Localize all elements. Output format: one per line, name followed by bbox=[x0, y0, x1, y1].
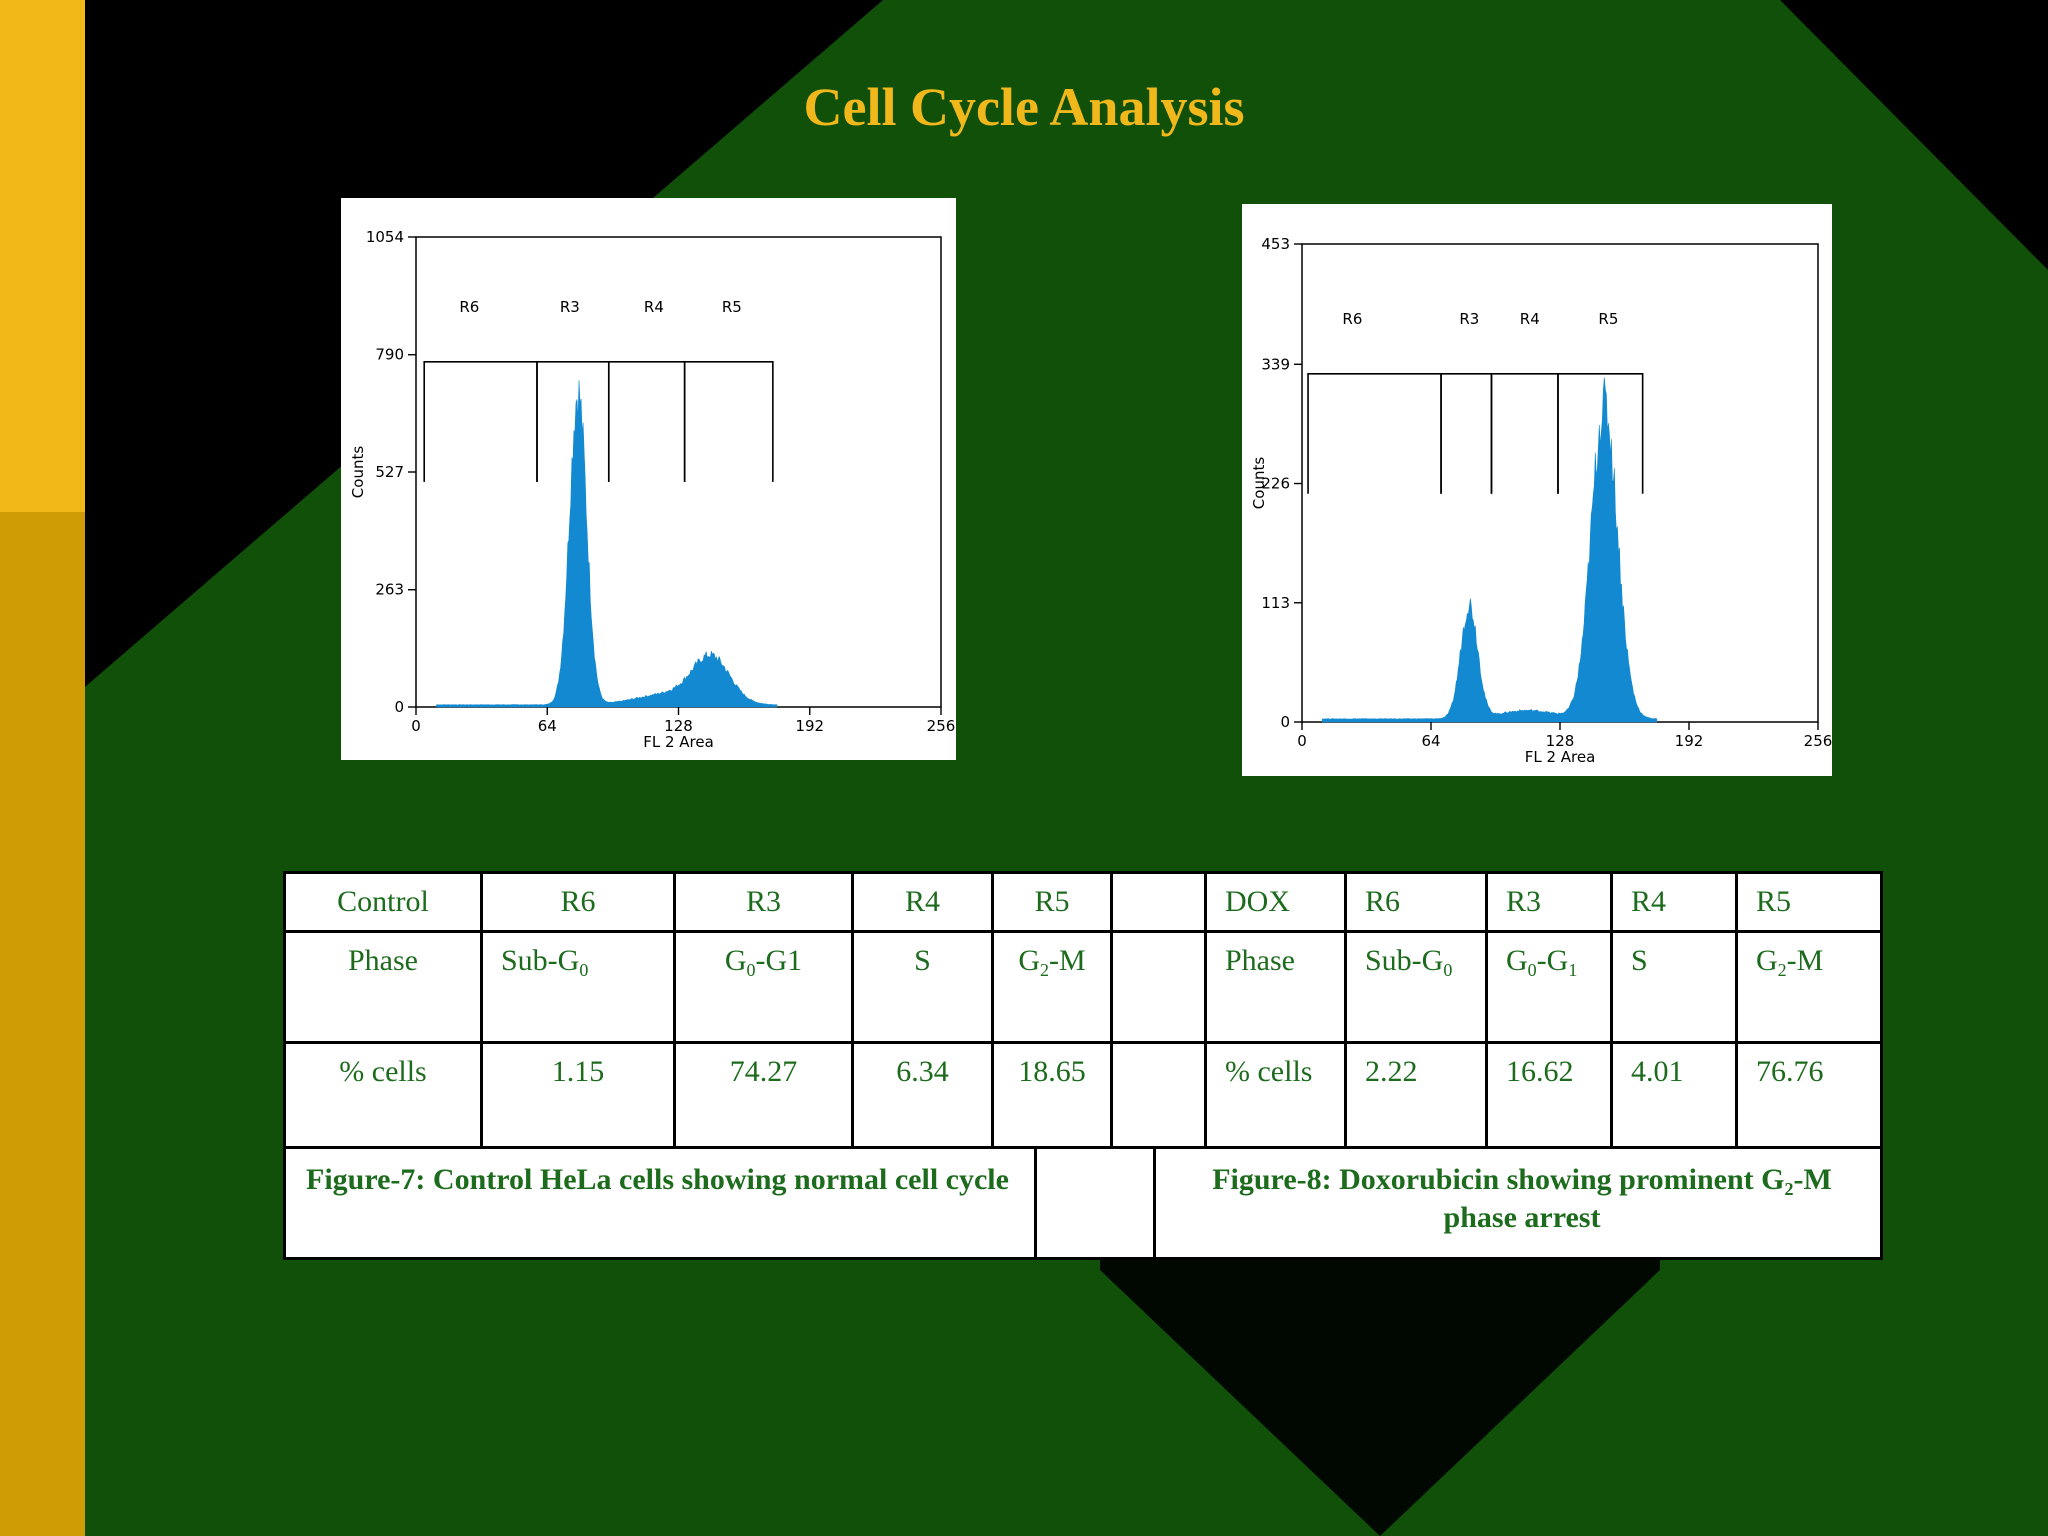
x-axis-label: FL 2 Area bbox=[643, 733, 714, 751]
y-tick-label: 0 bbox=[394, 698, 404, 716]
y-tick-label: 113 bbox=[1261, 594, 1290, 612]
header-dox-r3: R3 bbox=[1485, 871, 1613, 933]
phase-control-r6: Sub-G0 bbox=[480, 930, 676, 1044]
header-dox: DOX bbox=[1204, 871, 1347, 933]
y-tick-label: 226 bbox=[1261, 475, 1290, 493]
x-tick-label: 128 bbox=[1546, 732, 1575, 750]
caption-spacer bbox=[1034, 1146, 1156, 1260]
plot-frame bbox=[1301, 243, 1819, 723]
region-label-r6: R6 bbox=[459, 298, 479, 316]
region-bracket-r5 bbox=[1557, 372, 1644, 494]
header-spacer bbox=[1111, 871, 1206, 933]
x-tick-label: 64 bbox=[538, 717, 557, 735]
cells-control-r5: 18.65 bbox=[991, 1041, 1113, 1155]
x-tick-label: 256 bbox=[1804, 732, 1832, 750]
y-tick-label: 0 bbox=[1280, 713, 1290, 731]
x-tick-label: 192 bbox=[795, 717, 824, 735]
table-header-row: Control R6 R3 R4 R5 DOX R6 R3 R4 R5 bbox=[283, 871, 1883, 933]
bg-black-triangle-top bbox=[1780, 0, 2048, 270]
x-tick-label: 128 bbox=[664, 717, 693, 735]
caption-figure-7: Figure-7: Control HeLa cells showing nor… bbox=[283, 1146, 1037, 1260]
header-control-r4: R4 bbox=[851, 871, 994, 933]
phase-control-r5: G2-M bbox=[991, 930, 1113, 1044]
control-histogram-panel: 0 263 527 790 1054 0 64 128 192 256 FL 2 Area Count… bbox=[341, 198, 956, 760]
header-control-r5: R5 bbox=[991, 871, 1113, 933]
cells-label-dox: % cells bbox=[1204, 1041, 1347, 1155]
x-tick-label: 64 bbox=[1421, 732, 1440, 750]
header-dox-r5: R5 bbox=[1735, 871, 1883, 933]
region-bracket-r4 bbox=[1490, 372, 1559, 494]
header-control-r3: R3 bbox=[673, 871, 854, 933]
sidebar-top bbox=[0, 0, 85, 512]
figure-captions: Figure-7: Control HeLa cells showing nor… bbox=[283, 1146, 1883, 1260]
x-tick-label: 0 bbox=[1297, 732, 1307, 750]
cells-label-control: % cells bbox=[283, 1041, 483, 1155]
header-control: Control bbox=[283, 871, 483, 933]
plot-frame bbox=[415, 236, 942, 708]
bg-black-diamond-bottom bbox=[1100, 1180, 1660, 1536]
cells-dox-r4: 4.01 bbox=[1610, 1041, 1738, 1155]
y-axis-label: Counts bbox=[1250, 457, 1268, 510]
phase-dox-r3: G0-G1 bbox=[1485, 930, 1613, 1044]
control-histogram-chart: 0 263 527 790 1054 0 64 128 192 256 FL 2 Area Count… bbox=[349, 228, 956, 751]
region-label-r3: R3 bbox=[560, 298, 580, 316]
phase-label-dox: Phase bbox=[1204, 930, 1347, 1044]
y-axis-label: Counts bbox=[349, 446, 367, 499]
region-label-r5: R5 bbox=[1598, 310, 1618, 328]
phase-dox-r6: Sub-G0 bbox=[1344, 930, 1488, 1044]
region-label-r6: R6 bbox=[1342, 310, 1362, 328]
y-tick-label: 790 bbox=[375, 346, 404, 364]
region-bracket-r5 bbox=[683, 361, 774, 482]
phase-label-control: Phase bbox=[283, 930, 483, 1044]
slide-title: Cell Cycle Analysis bbox=[803, 77, 1245, 137]
cells-spacer bbox=[1111, 1041, 1206, 1155]
cells-control-r3: 74.27 bbox=[673, 1041, 854, 1155]
caption-figure-8: Figure-8: Doxorubicin showing prominent … bbox=[1153, 1146, 1883, 1260]
x-tick-label: 256 bbox=[927, 717, 956, 735]
y-tick-label: 339 bbox=[1261, 355, 1290, 373]
y-tick-label: 263 bbox=[375, 581, 404, 599]
cells-dox-r5: 76.76 bbox=[1735, 1041, 1883, 1155]
y-tick-label: 527 bbox=[375, 463, 404, 481]
region-bracket-r6 bbox=[423, 361, 538, 482]
cell-cycle-table: Control R6 R3 R4 R5 DOX R6 R3 R4 R5 Phas… bbox=[283, 871, 1883, 1155]
region-bracket-r6 bbox=[1307, 372, 1442, 494]
phase-spacer bbox=[1111, 930, 1206, 1044]
table-phase-row: Phase Sub-G0 G0-G1 S G2-M Phase Sub-G0 G… bbox=[283, 930, 1883, 1044]
region-label-r4: R4 bbox=[1520, 310, 1540, 328]
phase-dox-r4: S bbox=[1610, 930, 1738, 1044]
x-tick-label: 0 bbox=[411, 717, 421, 735]
histogram-area bbox=[1321, 377, 1658, 723]
phase-dox-r5: G2-M bbox=[1735, 930, 1883, 1044]
phase-control-r3: G0-G1 bbox=[673, 930, 854, 1044]
header-control-r6: R6 bbox=[480, 871, 676, 933]
histogram-area bbox=[436, 380, 778, 708]
region-label-r3: R3 bbox=[1459, 310, 1479, 328]
phase-control-r4: S bbox=[851, 930, 994, 1044]
cells-control-r4: 6.34 bbox=[851, 1041, 994, 1155]
x-tick-label: 192 bbox=[1675, 732, 1704, 750]
x-axis-label: FL 2 Area bbox=[1525, 748, 1596, 766]
region-label-r5: R5 bbox=[722, 298, 742, 316]
header-dox-r4: R4 bbox=[1610, 871, 1738, 933]
y-tick-label: 453 bbox=[1261, 235, 1290, 253]
dox-histogram-panel: 0 113 226 339 453 0 64 128 192 256 FL 2 Area Counts… bbox=[1242, 204, 1832, 776]
cells-dox-r6: 2.22 bbox=[1344, 1041, 1488, 1155]
sidebar-bottom bbox=[0, 512, 85, 1536]
y-tick-label: 1054 bbox=[366, 228, 404, 246]
cells-control-r6: 1.15 bbox=[480, 1041, 676, 1155]
region-label-r4: R4 bbox=[644, 298, 664, 316]
region-bracket-r3 bbox=[1440, 372, 1493, 494]
header-dox-r6: R6 bbox=[1344, 871, 1488, 933]
region-bracket-r4 bbox=[607, 361, 686, 482]
table-cells-row: % cells 1.15 74.27 6.34 18.65 % cells 2.… bbox=[283, 1041, 1883, 1155]
cells-dox-r3: 16.62 bbox=[1485, 1041, 1613, 1155]
dox-histogram-chart: 0 113 226 339 453 0 64 128 192 256 FL 2 Area Counts… bbox=[1250, 235, 1832, 766]
